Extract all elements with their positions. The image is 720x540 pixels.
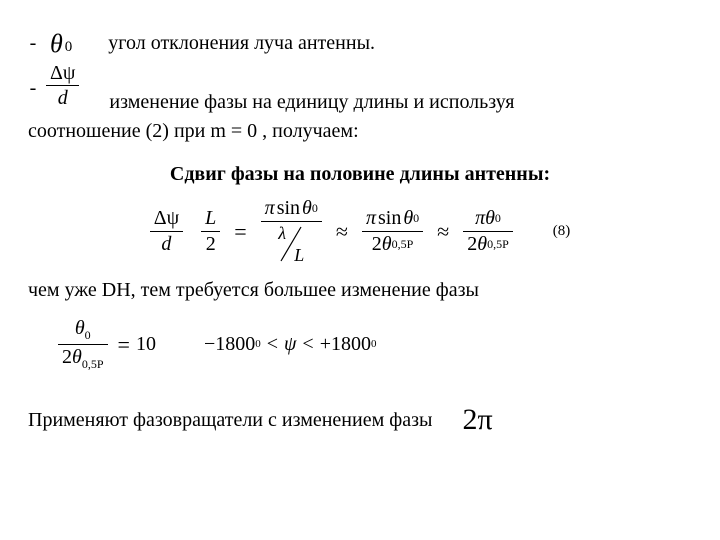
symbol-theta0: θ0 xyxy=(50,31,72,57)
dpsi-d-desc-1: изменение фазы на единицу длины и исполь… xyxy=(109,89,514,116)
dash-2: - xyxy=(28,77,38,100)
ratio-num: θ0 xyxy=(71,318,95,342)
lt-1: < xyxy=(261,331,284,358)
eq8-term4: π sin θ0 2θ0,5P xyxy=(362,208,423,255)
approx-1: ≈ xyxy=(330,219,354,245)
eq8-t3-num: π sin θ0 xyxy=(261,198,322,219)
eq8-term1: Δψ d xyxy=(150,208,183,255)
lambda-over-L: λ L xyxy=(278,224,304,264)
eq-sign: = xyxy=(112,332,136,358)
sin: sin xyxy=(277,198,300,218)
two-pi-symbol: 2π xyxy=(462,403,492,437)
bar xyxy=(362,231,423,232)
pi: π xyxy=(265,198,275,218)
frac-dpsi-d: Δψ d xyxy=(46,63,79,108)
eq8-t2-den: 2 xyxy=(202,234,220,255)
bar xyxy=(261,221,322,222)
plus-sign: + xyxy=(320,331,331,358)
section-title: Сдвиг фазы на половине длины антенны: xyxy=(28,163,692,186)
ratio-eq-10: θ0 2θ0,5P = 10 xyxy=(58,318,156,371)
minus-sign: − xyxy=(204,331,215,358)
theta: θ xyxy=(75,317,85,339)
sub0: 0 xyxy=(312,202,318,214)
equation-8: Δψ d L 2 = π sin θ0 λ L xyxy=(28,198,692,265)
phase-shifter-text: Применяют фазовращатели с изменением фаз… xyxy=(28,407,432,434)
bar xyxy=(150,231,183,232)
equation-number-8: (8) xyxy=(553,223,571,240)
pi: π xyxy=(366,208,376,228)
theta: θ xyxy=(302,198,312,218)
L: L xyxy=(294,246,304,264)
psi: ψ xyxy=(284,331,296,358)
defn-theta0: - θ0 угол отклонения луча антенны. xyxy=(28,30,692,57)
eq8-term5: πθ0 2θ0,5P xyxy=(463,208,513,255)
sub0: 0 xyxy=(495,212,501,224)
dpsi-d-desc-2: соотношение (2) при m = 0 , получаем: xyxy=(28,118,692,145)
bar xyxy=(201,231,220,232)
pi: π xyxy=(475,208,485,228)
theta: θ xyxy=(477,234,487,254)
theta-sub: 0 xyxy=(65,40,73,55)
eq8-t1-den: d xyxy=(157,234,175,255)
eq8-term2: L 2 xyxy=(201,208,220,255)
eq8-t5-num: πθ0 xyxy=(471,208,505,229)
example-row: θ0 2θ0,5P = 10 −18000 < ψ < +18000 xyxy=(28,318,692,371)
frac-bar xyxy=(46,85,79,86)
theta: θ xyxy=(382,234,392,254)
frac-num: Δψ xyxy=(46,63,79,83)
eq-sign: = xyxy=(228,219,252,245)
dash-1: - xyxy=(28,32,38,55)
phase-range: −18000 < ψ < +18000 xyxy=(204,331,377,358)
val-neg: 1800 xyxy=(215,331,255,358)
ratio-den: 2θ0,5P xyxy=(58,347,108,371)
bar xyxy=(463,231,513,232)
last-line: Применяют фазовращатели с изменением фаз… xyxy=(28,403,692,437)
theta: θ xyxy=(403,208,413,228)
sub-05p: 0,5P xyxy=(392,238,414,250)
val-pos: 1800 xyxy=(331,331,371,358)
two: 2 xyxy=(62,346,72,368)
sub-05p: 0,5P xyxy=(82,357,104,371)
eq8-t1-num: Δψ xyxy=(150,208,183,229)
dpsi-d-desc-block: изменение фазы на единицу длины и исполь… xyxy=(109,63,514,116)
eq8-term3: π sin θ0 λ L xyxy=(261,198,322,265)
two: 2 xyxy=(467,234,477,254)
sub0: 0 xyxy=(85,328,91,342)
sub0: 0 xyxy=(413,212,419,224)
sub-05p: 0,5P xyxy=(487,238,509,250)
comment-dh: чем уже DH, тем требуется большее измене… xyxy=(28,277,692,304)
defn-dpsi-d: - Δψ d изменение фазы на единицу длины и… xyxy=(28,63,692,116)
theta-glyph: θ xyxy=(50,31,63,57)
eq8-t4-num: π sin θ0 xyxy=(362,208,423,229)
theta: θ xyxy=(72,346,82,368)
frac-den: d xyxy=(54,88,72,108)
ratio-frac: θ0 2θ0,5P xyxy=(58,318,108,371)
two: 2 xyxy=(372,234,382,254)
theta0-desc: угол отклонения луча антенны. xyxy=(108,30,375,57)
sup-0: 0 xyxy=(371,337,377,352)
theta: θ xyxy=(485,208,495,228)
eq8-t3-den: λ L xyxy=(274,224,308,265)
eq8-t2-num: L xyxy=(201,208,220,229)
eq8-t4-den: 2θ0,5P xyxy=(368,234,418,255)
bar xyxy=(58,344,108,345)
sin: sin xyxy=(378,208,401,228)
ten: 10 xyxy=(136,333,156,356)
lt-2: < xyxy=(296,331,319,358)
approx-2: ≈ xyxy=(431,219,455,245)
page: - θ0 угол отклонения луча антенны. - Δψ … xyxy=(0,0,720,540)
eq8-t5-den: 2θ0,5P xyxy=(463,234,513,255)
